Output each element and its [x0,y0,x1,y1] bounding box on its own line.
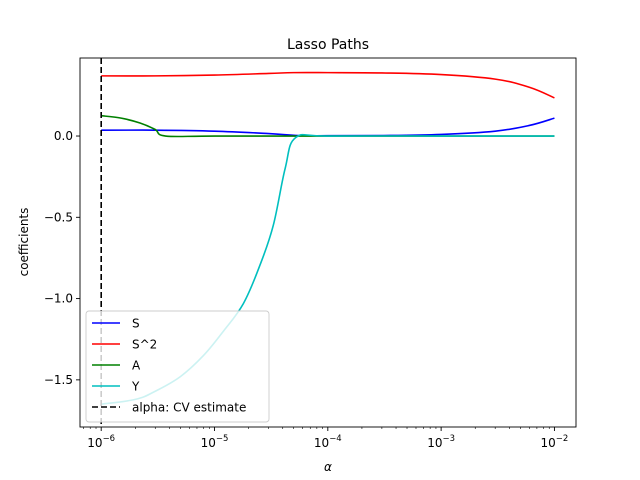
x-axis-label: α [324,460,332,474]
legend-box [85,310,270,423]
x-tick-label: 10−3 [427,434,455,450]
chart-title: Lasso Paths [287,37,369,53]
legend-label-y: Y [131,380,140,394]
y-tick-label: 0.0 [54,129,73,143]
y-tick-label: −1.0 [44,292,73,306]
y-axis-label: coefficients [17,208,31,277]
axes-layer: 10−6 10−5 10−4 10−3 10−2 0.0 −0.5 −1.0 −1.5 [44,57,577,450]
x-tick-label: 10−4 [314,434,342,450]
legend-label-a: A [132,359,141,373]
x-tick-label: 10−2 [541,434,569,450]
legend-label-s: S [132,317,140,331]
x-tick-label: 10−5 [201,434,229,450]
legend-label-alpha-cv-estimate: alpha: CV estimate [132,401,246,415]
x-tick-label: 10−6 [87,434,115,450]
y-tick-label: −1.5 [44,373,73,387]
legend-label-s-2: S^2 [132,338,157,352]
series-line-s-2 [101,71,555,99]
y-tick-label: −0.5 [44,210,73,224]
